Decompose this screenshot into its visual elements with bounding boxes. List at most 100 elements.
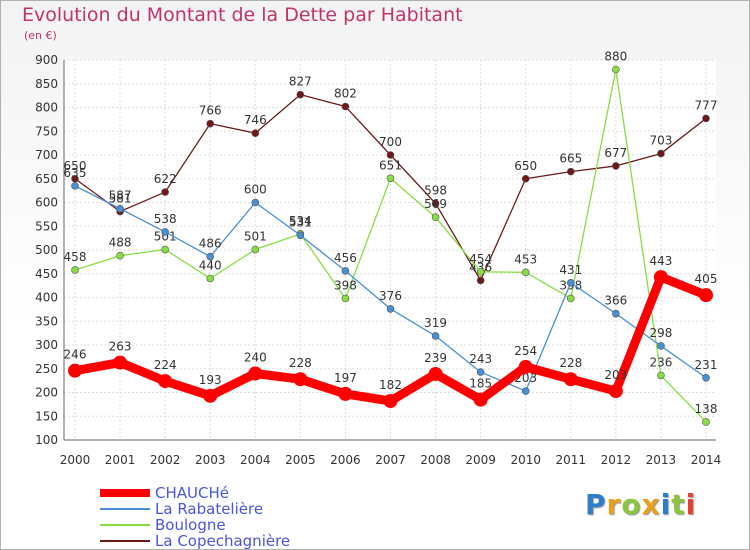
data-point-2	[341, 294, 350, 303]
x-tick-label: 2007	[375, 453, 406, 467]
x-tick-label: 2014	[691, 453, 722, 467]
x-tick-label: 2012	[601, 453, 632, 467]
data-point-2	[161, 245, 169, 254]
data-label-0: 246	[64, 348, 87, 362]
data-label-1: 431	[559, 263, 582, 277]
y-tick-label: 700	[35, 148, 58, 162]
data-point-3	[431, 199, 440, 208]
y-tick-label: 100	[35, 433, 58, 447]
data-label-2: 138	[695, 402, 718, 416]
x-tick-label: 2006	[330, 453, 361, 467]
data-point-0	[68, 363, 82, 378]
data-point-2	[431, 213, 440, 222]
y-tick-label: 500	[35, 243, 58, 257]
legend-item-boulogne: Boulogne	[100, 517, 360, 533]
data-point-3	[566, 167, 575, 176]
data-label-3: 598	[424, 183, 447, 197]
data-point-2	[612, 65, 620, 74]
y-tick-label: 400	[35, 291, 58, 305]
data-point-1	[657, 342, 665, 350]
data-label-2: 398	[334, 278, 357, 292]
data-point-2	[386, 174, 395, 183]
data-label-3: 703	[649, 134, 672, 148]
data-label-0: 239	[424, 351, 447, 365]
data-point-0	[518, 359, 533, 374]
x-tick-label: 2004	[240, 453, 271, 467]
data-point-0	[428, 366, 443, 381]
data-label-3: 802	[334, 87, 357, 101]
data-label-3: 677	[604, 146, 627, 160]
data-point-1	[296, 231, 305, 240]
legend-item-la-rabateliere: La Rabatelière	[100, 501, 360, 517]
data-label-0: 405	[695, 272, 718, 286]
x-tick-label: 2005	[285, 453, 316, 467]
data-point-3	[386, 151, 395, 159]
legend-item-la-copechagniere: La Copechagnière	[100, 533, 360, 549]
data-point-2	[206, 274, 215, 283]
data-label-1: 298	[649, 326, 672, 340]
x-tick-label: 2010	[510, 453, 541, 467]
data-label-1: 376	[379, 289, 402, 303]
data-point-2	[521, 268, 530, 277]
y-tick-label: 900	[35, 53, 58, 67]
data-point-3	[521, 174, 530, 183]
y-tick-label: 200	[35, 386, 58, 400]
data-label-0: 228	[289, 356, 312, 370]
x-tick-label: 2011	[556, 453, 587, 467]
data-label-2: 880	[604, 50, 627, 64]
data-label-0: 443	[649, 254, 672, 268]
y-tick-label: 600	[35, 196, 58, 210]
data-point-3	[341, 102, 350, 111]
data-label-2: 440	[199, 259, 222, 273]
chart-subtitle: (en €)	[24, 29, 57, 42]
data-point-1	[206, 252, 215, 261]
data-label-1: 456	[334, 251, 357, 265]
data-label-2: 569	[424, 197, 447, 211]
data-label-3: 650	[514, 159, 537, 173]
data-label-1: 486	[199, 237, 222, 251]
y-tick-label: 750	[35, 124, 58, 138]
data-label-0: 197	[334, 371, 357, 385]
data-label-3: 622	[154, 172, 177, 186]
x-tick-label: 2013	[646, 453, 677, 467]
chart-svg: 100 150 200 250 300 350 400 450 500 550 600 650 700 7…	[35, 50, 722, 468]
data-label-0: 185	[469, 377, 492, 391]
x-tick-label: 2008	[420, 453, 451, 467]
data-point-0	[699, 288, 713, 303]
data-point-2	[116, 251, 124, 260]
x-tick-label: 2009	[465, 453, 496, 467]
data-point-0	[383, 394, 398, 409]
data-label-1: 531	[289, 215, 312, 229]
data-point-0	[293, 372, 308, 387]
data-label-2: 236	[649, 355, 672, 369]
data-label-3: 766	[199, 104, 222, 118]
data-point-0	[563, 372, 578, 387]
data-label-3: 650	[64, 159, 87, 173]
data-point-1	[386, 305, 395, 313]
data-label-1: 243	[469, 352, 492, 366]
y-tick-label: 150	[35, 409, 58, 423]
legend-item-chauche: CHAUCHé	[100, 485, 360, 501]
data-label-3: 581	[109, 192, 132, 206]
data-point-2	[657, 371, 665, 380]
data-label-2: 651	[379, 158, 402, 172]
legend-swatch-la-rabateliere	[100, 508, 150, 510]
y-tick-label: 800	[35, 101, 58, 115]
x-tick-label: 2002	[150, 453, 181, 467]
data-point-1	[161, 228, 169, 236]
data-point-2	[71, 266, 79, 274]
legend: CHAUCHé La Rabatelière Boulogne La Copec…	[100, 485, 360, 549]
data-point-0	[113, 355, 128, 370]
data-label-3: 777	[695, 98, 718, 112]
data-point-3	[251, 129, 260, 137]
data-label-1: 635	[64, 166, 87, 180]
data-label-2: 454	[469, 252, 492, 266]
data-label-3: 665	[559, 152, 582, 166]
data-label-1: 538	[154, 212, 177, 226]
data-label-0: 193	[199, 373, 222, 387]
data-label-2: 501	[244, 230, 267, 244]
legend-swatch-chauche	[100, 489, 150, 497]
data-label-0: 203	[604, 368, 627, 382]
data-point-3	[161, 188, 169, 196]
y-tick-label: 300	[35, 338, 58, 352]
